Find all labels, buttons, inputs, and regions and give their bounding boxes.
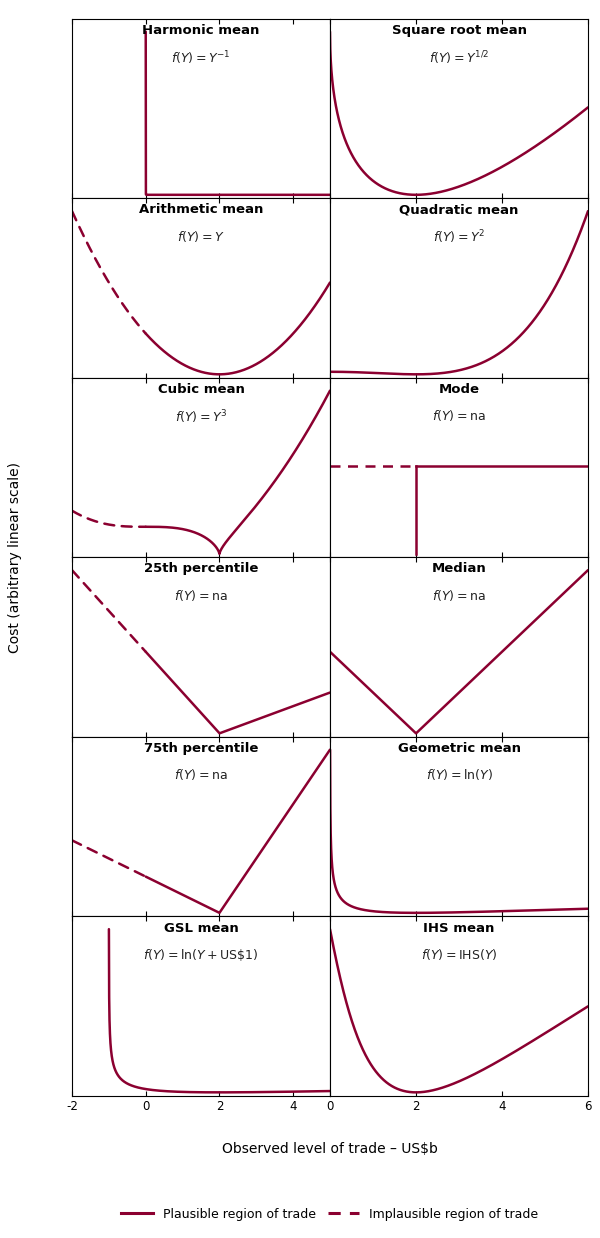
Text: Observed level of trade – US$b: Observed level of trade – US$b [222,1141,438,1156]
Text: $\mathit{f}(\mathit{Y}) = \mathit{Y}^{1/2}$: $\mathit{f}(\mathit{Y}) = \mathit{Y}^{1/… [429,50,489,67]
Text: 75th percentile: 75th percentile [144,742,258,755]
Text: $\mathit{f}(\mathit{Y}) = \mathrm{na}$: $\mathit{f}(\mathit{Y}) = \mathrm{na}$ [432,588,486,603]
Text: 25th percentile: 25th percentile [144,562,258,576]
Text: $\mathit{f}(\mathit{Y}) = \mathrm{na}$: $\mathit{f}(\mathit{Y}) = \mathrm{na}$ [174,768,228,782]
Text: Square root mean: Square root mean [392,24,527,37]
Text: Cost (arbitrary linear scale): Cost (arbitrary linear scale) [8,462,22,652]
Text: GSL mean: GSL mean [164,921,238,935]
Text: $\mathit{f}(\mathit{Y}) = \mathrm{ln}(\mathit{Y})$: $\mathit{f}(\mathit{Y}) = \mathrm{ln}(\m… [425,768,493,782]
Text: $\mathit{f}(\mathit{Y}) = \mathrm{na}$: $\mathit{f}(\mathit{Y}) = \mathrm{na}$ [174,588,228,603]
Text: Mode: Mode [439,383,479,396]
Text: $\mathit{f}(\mathit{Y}) = \mathrm{IHS}(\mathit{Y})$: $\mathit{f}(\mathit{Y}) = \mathrm{IHS}(\… [421,947,497,962]
Text: Cubic mean: Cubic mean [158,383,244,396]
Text: Harmonic mean: Harmonic mean [142,24,260,37]
Text: Arithmetic mean: Arithmetic mean [139,203,263,217]
Legend: Plausible region of trade, Implausible region of trade: Plausible region of trade, Implausible r… [116,1202,544,1226]
Text: $\mathit{f}(\mathit{Y}) = \mathit{Y}$: $\mathit{f}(\mathit{Y}) = \mathit{Y}$ [177,229,225,244]
Text: Quadratic mean: Quadratic mean [400,203,518,217]
Text: Geometric mean: Geometric mean [398,742,521,755]
Text: $\mathit{f}(\mathit{Y}) = \mathrm{na}$: $\mathit{f}(\mathit{Y}) = \mathrm{na}$ [432,409,486,423]
Text: $\mathit{f}(\mathit{Y}) = \mathrm{ln}(\mathit{Y} + \mathrm{US\$1})$: $\mathit{f}(\mathit{Y}) = \mathrm{ln}(\m… [143,947,259,963]
Text: IHS mean: IHS mean [424,921,494,935]
Text: $\mathit{f}(\mathit{Y}) = \mathit{Y}^{2}$: $\mathit{f}(\mathit{Y}) = \mathit{Y}^{2}… [433,229,485,246]
Text: Median: Median [431,562,487,576]
Text: $\mathit{f}(\mathit{Y}) = \mathit{Y}^{-1}$: $\mathit{f}(\mathit{Y}) = \mathit{Y}^{-1… [171,50,231,67]
Text: $\mathit{f}(\mathit{Y}) = \mathit{Y}^{3}$: $\mathit{f}(\mathit{Y}) = \mathit{Y}^{3}… [175,409,227,426]
